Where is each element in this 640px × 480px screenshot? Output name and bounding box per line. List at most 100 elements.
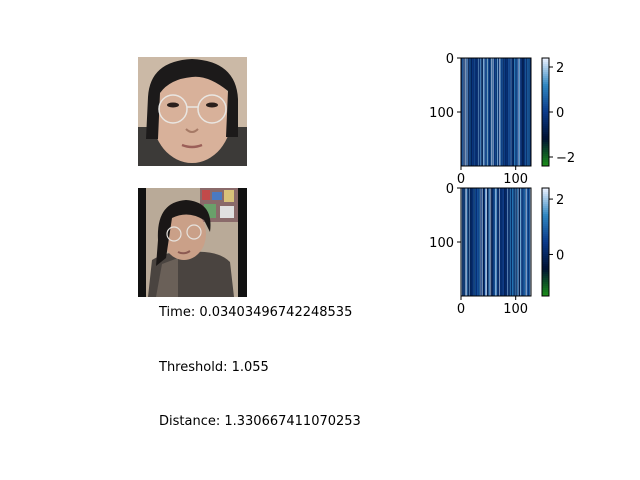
- heatmap-1-column: [500, 58, 502, 166]
- colorbar-step: [542, 198, 549, 201]
- heatmap-1-column: [477, 58, 479, 166]
- heatmap-1-column: [505, 58, 507, 166]
- heatmap-2-column: [527, 188, 529, 296]
- heatmap-1-column: [504, 58, 506, 166]
- colorbar-step: [542, 126, 549, 129]
- colorbar-step: [542, 262, 549, 265]
- colorbar-step: [542, 108, 549, 111]
- heatmap-1-column: [476, 58, 478, 166]
- heatmap-1-column: [523, 58, 525, 166]
- heatmap-1-column: [485, 58, 487, 166]
- heatmap-2-column: [509, 188, 511, 296]
- heatmap-1-column: [512, 58, 514, 166]
- heatmap-2-column: [479, 188, 481, 296]
- colorbar-step: [542, 92, 549, 95]
- heatmap-1-column: [514, 58, 515, 166]
- heatmap-1-column: [527, 58, 529, 166]
- heatmap-1-column: [494, 58, 496, 166]
- colorbar-step: [542, 120, 549, 123]
- heatmap-2-column: [464, 188, 466, 296]
- colorbar-step: [542, 266, 549, 269]
- colorbar-step: [542, 258, 549, 261]
- colorbar-step: [542, 160, 549, 163]
- colorbar-step: [542, 124, 549, 127]
- heatmap-1-column: [461, 58, 463, 166]
- heatmap-2-column: [526, 188, 528, 296]
- time-label: Time: 0.03403496742248535: [159, 305, 353, 320]
- heatmap-1-column: [473, 58, 474, 166]
- heatmap-1-column: [473, 58, 475, 166]
- colorbar-step: [542, 106, 549, 109]
- heatmap-1-column: [470, 58, 472, 166]
- heatmap-2-column: [464, 188, 466, 296]
- heatmap-2-column: [516, 188, 518, 296]
- heatmap-2-column: [463, 188, 465, 296]
- colorbar-step: [542, 208, 549, 211]
- colorbar-step: [542, 212, 549, 215]
- colorbar-step: [542, 90, 549, 93]
- heatmap-2-column: [467, 188, 469, 296]
- heatmap-1-column: [484, 58, 486, 166]
- heatmap-1-column: [462, 58, 463, 166]
- heatmap-1-column: [488, 58, 490, 166]
- colorbar-step: [542, 78, 549, 81]
- heatmap-2-column: [474, 188, 475, 296]
- heatmap-1-column: [510, 58, 512, 166]
- colorbar-step: [542, 104, 549, 107]
- colorbar-step: [542, 216, 549, 219]
- heatmap-1-column: [517, 58, 519, 166]
- heatmap-1-column: [462, 58, 464, 166]
- colorbar-step: [542, 66, 549, 69]
- heatmap-1-column: [511, 58, 513, 166]
- heatmap-2-column: [492, 188, 494, 296]
- heatmap-2-column: [528, 188, 530, 296]
- x-tick-label: 100: [503, 302, 528, 317]
- heatmap-1-column: [512, 58, 514, 166]
- heatmap-2-column: [498, 188, 500, 296]
- heatmap-1-column: [468, 58, 470, 166]
- colorbar-step: [542, 220, 549, 223]
- heatmap-2-column: [509, 188, 510, 296]
- heatmap-2-column: [505, 188, 507, 296]
- colorbar-step: [542, 114, 549, 117]
- colorbar-step: [542, 74, 549, 77]
- heatmap-2-column: [477, 188, 479, 296]
- heatmap-2-column: [490, 188, 492, 296]
- heatmap-2-column: [513, 188, 515, 296]
- heatmap-2-column: [495, 188, 497, 296]
- colorbar-tick-label: 2: [556, 193, 564, 208]
- colorbar-step: [542, 64, 549, 67]
- heatmap-1-column: [474, 58, 475, 166]
- heatmap-1-column: [498, 58, 500, 166]
- heatmap-1-column: [524, 58, 526, 166]
- heatmap-1-column: [515, 58, 517, 166]
- heatmap-1-column: [467, 58, 469, 166]
- heatmap-2-column: [515, 188, 517, 296]
- heatmap-2-column: [475, 188, 477, 296]
- colorbar-step: [542, 206, 549, 209]
- colorbar-step: [542, 294, 549, 297]
- heatmap-1-column: [489, 58, 491, 166]
- heatmap-2-column: [504, 188, 506, 296]
- colorbar-step: [542, 232, 549, 235]
- heatmap-2-column: [482, 188, 484, 296]
- heatmap-2-column: [494, 188, 496, 296]
- heatmap-2-column: [499, 188, 501, 296]
- heatmap-2-column: [486, 188, 488, 296]
- colorbar-step: [542, 102, 549, 105]
- colorbar-step: [542, 58, 549, 61]
- heatmap-1-column: [482, 58, 484, 166]
- heatmap-2-column: [503, 188, 505, 296]
- heatmap-1-column: [471, 58, 473, 166]
- colorbar-step: [542, 194, 549, 197]
- heatmap-1-column: [528, 58, 530, 166]
- colorbar-step: [542, 96, 549, 99]
- colorbar-step: [542, 288, 549, 291]
- heatmap-2-column: [498, 188, 500, 296]
- heatmap-2-column: [472, 188, 474, 296]
- heatmap-2-column: [488, 188, 490, 296]
- heatmap-1-column: [517, 58, 519, 166]
- heatmap-2-column: [468, 188, 469, 296]
- heatmap-1-column: [481, 58, 483, 166]
- colorbar-step: [542, 274, 549, 277]
